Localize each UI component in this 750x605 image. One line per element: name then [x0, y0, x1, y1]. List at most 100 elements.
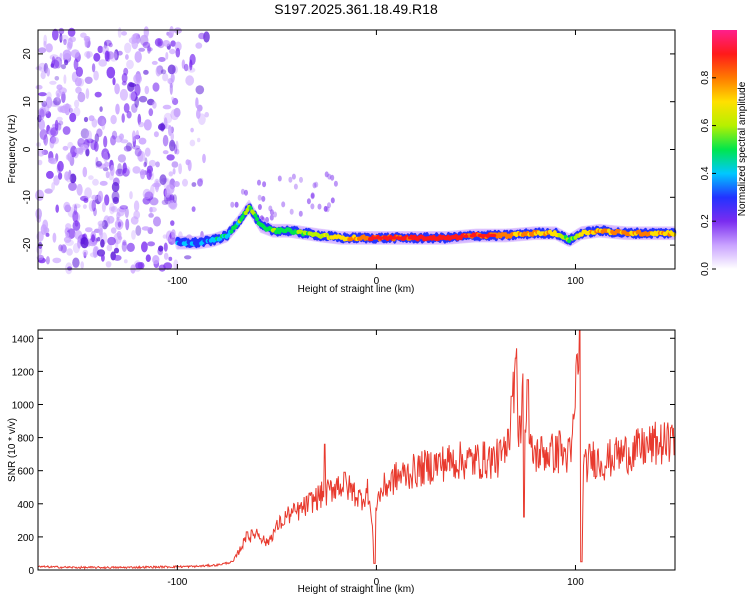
noise-blob — [63, 236, 72, 243]
noise-blob — [142, 188, 152, 200]
signal-peak — [372, 236, 377, 240]
noise-blob — [43, 40, 47, 48]
noise-blob — [203, 31, 210, 43]
noise-blob — [325, 206, 330, 213]
noise-blob — [105, 171, 110, 179]
signal-peak — [431, 236, 437, 240]
noise-blob — [80, 128, 90, 139]
noise-blob — [171, 161, 179, 168]
noise-blob — [99, 106, 103, 112]
noise-blob — [46, 91, 52, 101]
noise-blob — [41, 102, 46, 115]
noise-blob — [93, 52, 101, 62]
noise-blob — [159, 174, 167, 186]
signal-core — [248, 206, 253, 211]
noise-blob — [51, 182, 55, 191]
noise-blob — [35, 189, 45, 201]
noise-blob — [170, 40, 176, 47]
spectrogram-x-ticks: -100 0 100 — [167, 30, 584, 287]
noise-blob — [155, 65, 161, 77]
noise-blob — [173, 181, 180, 187]
noise-blob — [153, 131, 159, 138]
noise-blob — [144, 85, 150, 95]
y-tick-label: 1200 — [12, 367, 35, 378]
noise-blob — [119, 88, 128, 101]
noise-blob — [169, 26, 175, 38]
noise-blob — [128, 82, 137, 88]
noise-blob — [48, 157, 55, 164]
noise-blob — [153, 216, 161, 227]
noise-blob — [75, 66, 83, 78]
spectrogram-y-label: Frequency (Hz) — [7, 115, 18, 184]
noise-blob — [162, 134, 169, 147]
noise-blob — [49, 80, 57, 85]
noise-blob — [143, 161, 147, 168]
signal-peak — [485, 233, 491, 238]
noise-blob — [61, 91, 66, 104]
noise-blob — [141, 241, 148, 253]
noise-blob — [169, 48, 176, 55]
noise-blob — [84, 76, 93, 85]
noise-blob — [58, 120, 64, 126]
noise-blob — [158, 123, 166, 131]
noise-blob — [327, 173, 332, 180]
noise-blob — [167, 200, 177, 209]
noise-blob — [143, 119, 152, 131]
noise-blob — [54, 76, 60, 81]
noise-blob — [134, 51, 142, 63]
noise-blob — [134, 147, 142, 157]
noise-blob — [185, 159, 190, 166]
noise-blob — [113, 247, 120, 254]
noise-blob — [169, 139, 176, 152]
noise-blob — [110, 135, 117, 146]
noise-blob — [117, 154, 126, 163]
noise-blob — [170, 109, 180, 121]
signal-peak — [425, 236, 431, 240]
noise-blob — [58, 244, 63, 252]
noise-blob — [117, 50, 123, 56]
noise-blob — [110, 114, 117, 125]
noise-blob — [62, 49, 72, 60]
signal-core — [255, 216, 259, 222]
noise-blob — [134, 83, 141, 96]
noise-blob — [155, 161, 160, 168]
noise-blob — [80, 261, 84, 269]
noise-blob — [125, 54, 129, 60]
noise-blob — [72, 243, 80, 254]
noise-blob — [116, 221, 124, 227]
noise-blob — [172, 97, 179, 106]
noise-blob — [333, 180, 338, 187]
colorbar-tick-label: 0.6 — [700, 118, 711, 132]
noise-blob — [135, 262, 143, 270]
noise-blob — [154, 38, 163, 47]
noise-blob — [257, 194, 262, 201]
colorbar-ticks: 0.0 0.2 0.4 0.6 0.8 — [700, 70, 716, 276]
noise-blob — [202, 153, 206, 164]
noise-blob — [96, 128, 103, 138]
noise-blob — [126, 242, 135, 252]
noise-blob — [168, 256, 173, 261]
noise-blob — [64, 171, 70, 181]
noise-blob — [132, 166, 141, 174]
noise-blob — [163, 252, 169, 260]
noise-blob — [99, 180, 108, 186]
snr-y-label: SNR (10 * v/v) — [7, 418, 18, 482]
noise-blob — [121, 113, 125, 123]
noise-blob — [107, 236, 116, 246]
noise-blob — [195, 97, 199, 109]
noise-blob — [175, 47, 181, 58]
noise-blob — [182, 178, 188, 187]
noise-blob — [116, 212, 121, 219]
noise-blob — [114, 49, 119, 61]
noise-blob — [204, 111, 209, 118]
noise-blob — [137, 150, 146, 162]
noise-blob — [86, 51, 91, 59]
noise-blob — [58, 87, 67, 95]
noise-blob — [50, 127, 59, 137]
noise-blob — [77, 138, 85, 144]
noise-blob — [37, 159, 43, 166]
colorbar: 0.0 0.2 0.4 0.6 0.8 Normalized spectral ampl… — [700, 30, 748, 276]
noise-blob — [44, 103, 50, 114]
noise-blob — [66, 228, 76, 240]
